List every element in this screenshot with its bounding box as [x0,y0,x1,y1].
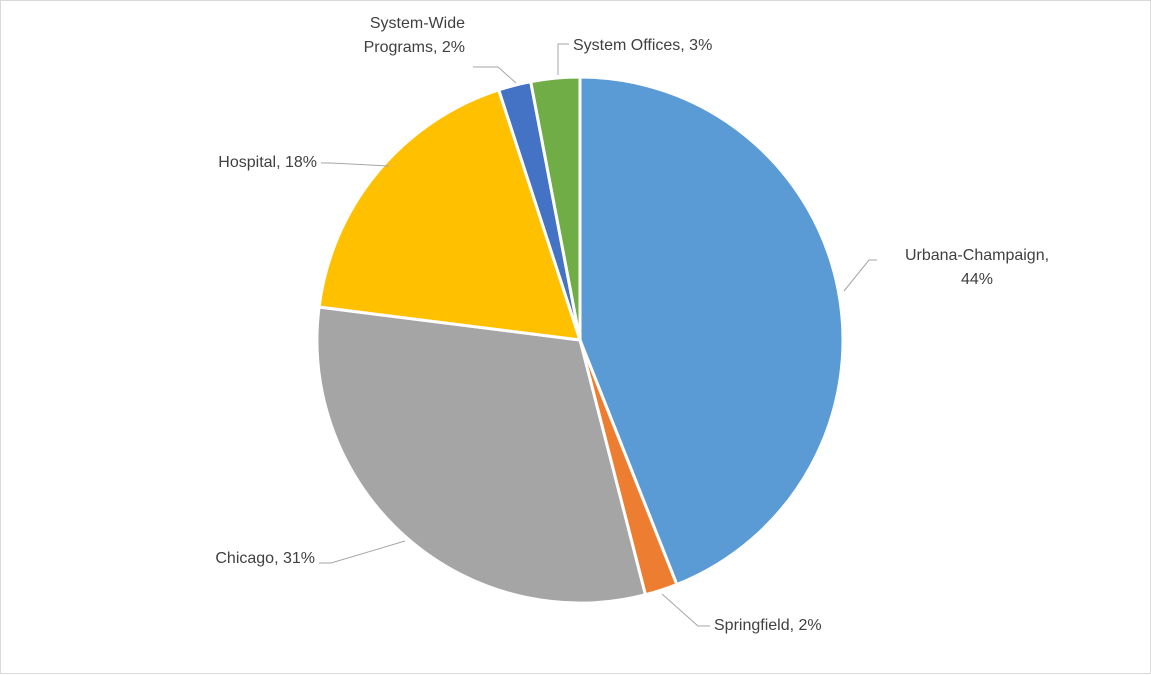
leader-line [321,162,390,167]
leader-line [843,259,877,292]
data-label: Hospital, 18% [218,154,317,171]
data-label: System Offices, 3% [573,37,712,54]
leader-line [319,540,406,564]
leader-line [661,593,710,627]
pie-slice-chicago [315,305,647,605]
pie-slices [315,75,845,605]
data-label: Springfield, 2% [714,617,822,634]
pie-slice-hospital [317,88,582,342]
pie-slice-system-offices [529,75,582,342]
data-label: Chicago, 31% [215,550,315,567]
data-label: Urbana-Champaign, 44% [905,247,1049,288]
leader-line [473,66,517,84]
data-label: System-Wide Programs, 2% [364,15,465,56]
pie-slice-urbana-champaign [578,75,845,587]
leader-lines [319,43,877,627]
data-labels: Urbana-Champaign, 44% Springfield, 2% Chica… [215,15,1049,634]
leader-line [557,43,569,75]
